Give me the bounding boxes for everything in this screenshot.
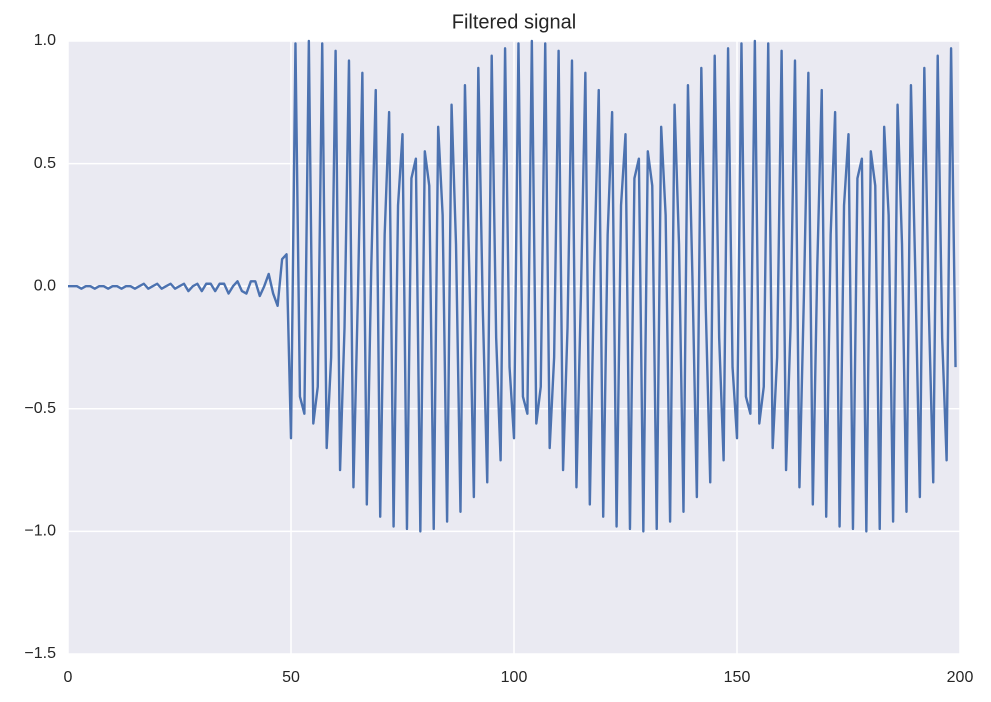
x-tick-label: 200 <box>947 669 974 686</box>
y-tick-label: 1.0 <box>34 32 56 49</box>
x-tick-label: 0 <box>64 669 73 686</box>
x-tick-label: 150 <box>724 669 751 686</box>
series-line <box>68 39 957 533</box>
y-tick-label: −0.5 <box>24 400 56 417</box>
y-tick-label: −1.5 <box>24 645 56 662</box>
y-tick-label: −1.0 <box>24 523 56 540</box>
y-tick-label: 0.0 <box>34 277 56 294</box>
y-tick-label: 0.5 <box>34 155 56 172</box>
chart-title: Filtered signal <box>452 11 577 33</box>
x-tick-label: 100 <box>501 669 528 686</box>
x-tick-label: 50 <box>282 669 300 686</box>
